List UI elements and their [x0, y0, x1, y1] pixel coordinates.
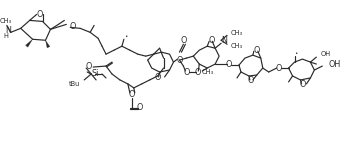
Text: O: O — [183, 67, 190, 77]
Text: O: O — [176, 56, 183, 65]
Text: •: • — [294, 51, 297, 56]
Text: N: N — [5, 26, 11, 35]
Text: OH: OH — [320, 51, 331, 57]
Text: Si: Si — [92, 69, 99, 79]
Text: O: O — [208, 36, 214, 45]
Text: O: O — [129, 90, 135, 99]
Text: O: O — [36, 10, 43, 19]
Text: O: O — [254, 46, 260, 55]
Text: O: O — [86, 62, 92, 71]
Text: tBu: tBu — [69, 81, 80, 87]
Text: O: O — [136, 103, 143, 112]
Text: O: O — [194, 67, 201, 77]
Text: CH₃: CH₃ — [201, 69, 214, 75]
Text: O: O — [275, 64, 282, 73]
Text: O: O — [155, 73, 161, 82]
Text: CH₃: CH₃ — [231, 30, 243, 36]
Text: O: O — [180, 36, 186, 45]
Text: H: H — [3, 33, 8, 39]
Text: O: O — [299, 80, 306, 89]
Text: CH₃: CH₃ — [0, 18, 12, 24]
Text: O: O — [226, 60, 232, 69]
Polygon shape — [46, 40, 50, 48]
Text: •: • — [124, 34, 127, 39]
Text: OH: OH — [328, 60, 341, 69]
Text: CH₃: CH₃ — [231, 43, 243, 49]
Text: N: N — [221, 36, 227, 45]
Polygon shape — [26, 39, 33, 47]
Text: O: O — [69, 22, 76, 31]
Text: O: O — [248, 77, 254, 85]
